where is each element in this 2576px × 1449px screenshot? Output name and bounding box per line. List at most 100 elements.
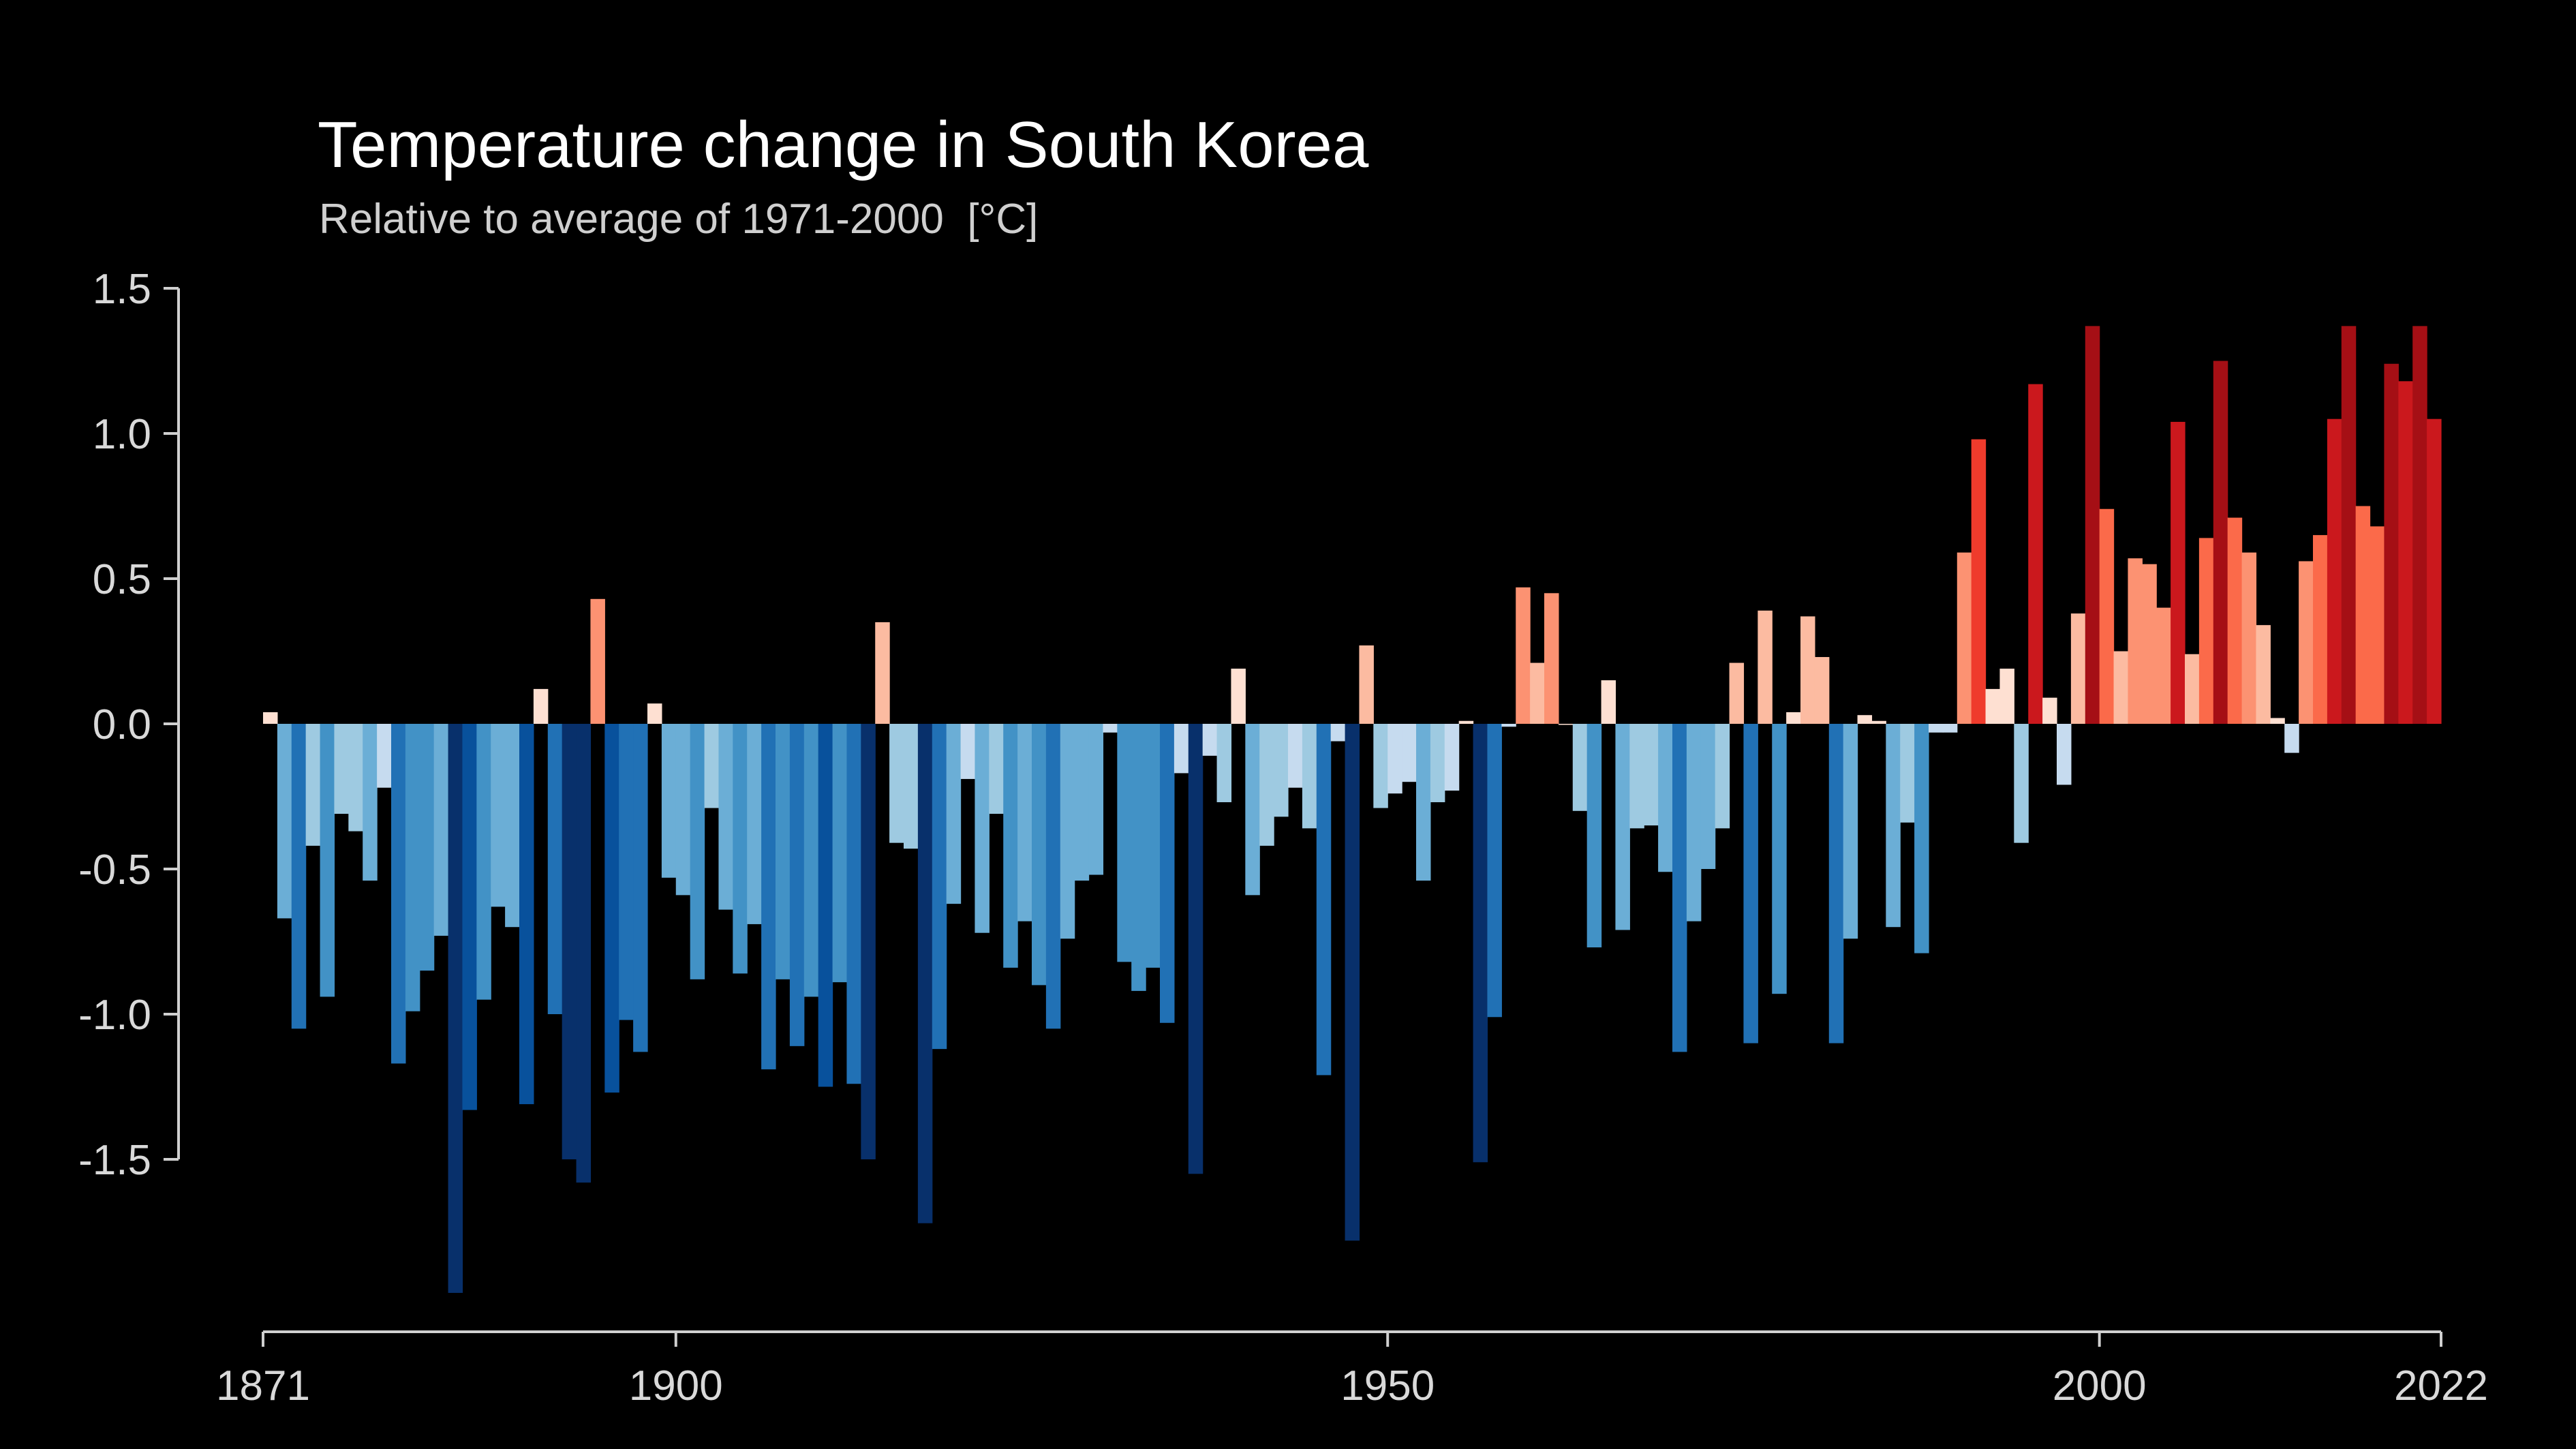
bar-1953 xyxy=(1430,724,1445,803)
bar-1965 xyxy=(1601,680,1616,724)
bar-1915 xyxy=(889,724,904,843)
bar-1990 xyxy=(1957,552,1972,724)
bar-1964 xyxy=(1586,724,1602,948)
bar-1880 xyxy=(391,724,406,1064)
bar-1914 xyxy=(875,622,890,724)
bar-1910 xyxy=(818,724,833,1087)
bar-1891 xyxy=(547,724,563,1014)
bar-1954 xyxy=(1444,724,1460,791)
bar-1882 xyxy=(419,724,435,971)
bar-1922 xyxy=(989,724,1004,814)
bar-1877 xyxy=(348,724,363,832)
bar-1972 xyxy=(1700,724,1716,869)
bar-1956 xyxy=(1473,724,1488,1163)
bar-1962 xyxy=(1558,724,1574,725)
bar-1959 xyxy=(1516,587,1531,724)
bar-1987 xyxy=(1914,724,1929,954)
bar-2015 xyxy=(2313,535,2328,724)
bar-1883 xyxy=(433,724,449,936)
bar-1948 xyxy=(1359,645,1374,724)
bar-1976 xyxy=(1758,610,1773,724)
bar-1885 xyxy=(462,724,477,1110)
bar-1979 xyxy=(1800,616,1815,724)
bar-1961 xyxy=(1544,593,1559,724)
bar-1963 xyxy=(1572,724,1588,811)
bar-1998 xyxy=(2070,613,2086,724)
bar-1900 xyxy=(675,724,691,896)
bar-1978 xyxy=(1786,712,1801,724)
bar-1997 xyxy=(2057,724,2072,785)
bar-1879 xyxy=(377,724,392,788)
bar-2007 xyxy=(2198,538,2214,724)
bar-1934 xyxy=(1160,724,1175,1023)
bars-group xyxy=(263,326,2442,1293)
bar-1973 xyxy=(1715,724,1730,829)
bar-1926 xyxy=(1045,724,1061,1029)
bar-1906 xyxy=(761,724,776,1069)
bar-1898 xyxy=(647,703,662,724)
bar-1872 xyxy=(277,724,292,919)
bar-1921 xyxy=(975,724,990,933)
bar-1889 xyxy=(519,724,534,1105)
bar-1939 xyxy=(1231,669,1246,724)
bar-1936 xyxy=(1188,724,1203,1174)
bar-1955 xyxy=(1458,720,1474,724)
bar-1984 xyxy=(1871,720,1886,724)
bar-1895 xyxy=(604,724,619,1093)
bar-2012 xyxy=(2270,718,2285,724)
bar-1924 xyxy=(1017,724,1032,921)
bar-1897 xyxy=(633,724,648,1052)
bar-1890 xyxy=(533,688,549,724)
bar-2005 xyxy=(2171,421,2186,724)
bar-2008 xyxy=(2213,361,2228,724)
y-tick-label: -1.5 xyxy=(78,1137,151,1184)
bar-2018 xyxy=(2355,506,2371,724)
bar-2010 xyxy=(2241,552,2257,724)
bar-1966 xyxy=(1615,724,1630,930)
bar-1944 xyxy=(1302,724,1317,829)
bar-1950 xyxy=(1387,724,1402,794)
bar-2022 xyxy=(2412,326,2427,724)
bar-1875 xyxy=(320,724,335,997)
bar-1994 xyxy=(2014,724,2029,843)
bar-2009 xyxy=(2227,517,2243,724)
bar-1945 xyxy=(1316,724,1332,1076)
bar-1873 xyxy=(291,724,307,1029)
bar-1946 xyxy=(1330,724,1346,742)
bar-1899 xyxy=(661,724,677,878)
bar-1968 xyxy=(1644,724,1659,826)
bar-1937 xyxy=(1202,724,1218,756)
bar-1935 xyxy=(1174,724,1189,774)
bar-1878 xyxy=(363,724,378,881)
bar-1925 xyxy=(1032,724,1047,986)
bar-1947 xyxy=(1345,724,1360,1241)
bar-1992 xyxy=(1985,688,2001,724)
bar-1920 xyxy=(960,724,976,779)
bar-1991 xyxy=(1971,439,1987,724)
bar-1893 xyxy=(576,724,592,1183)
bar-1901 xyxy=(690,724,705,979)
bar-2011 xyxy=(2256,625,2271,724)
chart-subtitle: Relative to average of 1971-2000 [°C] xyxy=(319,196,1039,243)
bar-2001 xyxy=(2113,651,2129,724)
bar-1993 xyxy=(1999,669,2014,724)
bar-2002 xyxy=(2128,558,2143,724)
x-tick-label: 1950 xyxy=(1340,1362,1435,1409)
bar-1982 xyxy=(1843,724,1858,939)
bar-2017 xyxy=(2341,326,2357,724)
bar-1916 xyxy=(904,724,919,849)
bar-1930 xyxy=(1103,724,1118,733)
bar-2003 xyxy=(2142,564,2157,724)
bar-1913 xyxy=(861,724,876,1159)
bar-1894 xyxy=(590,598,605,724)
bar-1952 xyxy=(1416,724,1431,881)
bar-1971 xyxy=(1686,724,1702,921)
bar-1943 xyxy=(1288,724,1303,788)
bar-1912 xyxy=(846,724,861,1084)
bar-2014 xyxy=(2299,561,2314,724)
bar-1928 xyxy=(1074,724,1090,881)
y-tick-label: 1.0 xyxy=(93,411,151,458)
bar-1932 xyxy=(1131,724,1146,991)
bar-1969 xyxy=(1658,724,1673,872)
